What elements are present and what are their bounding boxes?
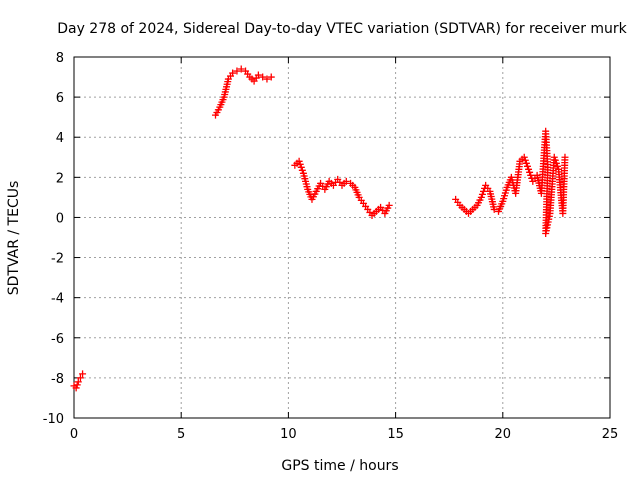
data-point-interp: [523, 162, 531, 170]
plot-frame: [73, 56, 611, 419]
y-tick-label: -6: [51, 332, 64, 347]
data-point-interp: [553, 162, 561, 170]
data-point: [254, 71, 262, 79]
y-tick-label: 0: [56, 211, 64, 226]
y-axis-label: SDTVAR / TECUs: [6, 181, 22, 296]
x-tick-label: 15: [387, 427, 404, 442]
data-points-layer: [70, 65, 569, 392]
data-point: [74, 378, 82, 386]
data-point-interp: [298, 166, 306, 174]
x-axis-label: GPS time / hours: [281, 458, 398, 474]
data-point-interp: [522, 159, 530, 167]
y-tick-label: 2: [56, 171, 64, 186]
data-point-interp: [297, 163, 305, 171]
data-point: [267, 73, 275, 81]
data-point: [237, 65, 245, 73]
data-point: [525, 165, 533, 173]
data-point: [385, 201, 393, 209]
grid-layer: [74, 57, 610, 418]
data-point: [259, 73, 267, 81]
data-point-interp: [296, 160, 304, 168]
data-point: [295, 157, 303, 165]
chart-title: Day 278 of 2024, Sidereal Day-to-day VTE…: [57, 21, 627, 37]
ticks-layer: 0 5 10 15 20 25 -10 -8 -6 -4 -2 0 2 4 6 8: [43, 51, 619, 442]
data-point: [76, 374, 84, 382]
data-point: [342, 177, 350, 185]
y-tick-label: 4: [56, 131, 64, 146]
x-tick-label: 25: [602, 427, 619, 442]
data-point: [561, 153, 569, 161]
data-point-interp: [480, 187, 488, 195]
data-point: [477, 193, 485, 201]
y-tick-label: 8: [56, 51, 64, 66]
x-tick-label: 20: [495, 427, 512, 442]
y-tick-label: -10: [43, 412, 64, 427]
y-tick-label: -2: [51, 252, 64, 267]
y-tick-label: -4: [51, 292, 64, 307]
data-point: [520, 153, 528, 161]
data-point-interp: [478, 190, 486, 198]
x-tick-label: 10: [280, 427, 297, 442]
data-point-interp: [521, 156, 529, 164]
y-tick-label: -8: [51, 372, 64, 387]
data-point-interp: [526, 168, 534, 176]
data-point: [79, 370, 87, 378]
data-point-interp: [73, 381, 81, 389]
data-point: [263, 75, 271, 83]
data-point: [233, 67, 241, 75]
data-point: [229, 69, 237, 77]
data-point: [550, 153, 558, 161]
data-point-interp: [527, 171, 535, 179]
y-tick-label: 6: [56, 91, 64, 106]
x-tick-label: 0: [70, 427, 78, 442]
data-point: [72, 384, 80, 392]
x-tick-label: 5: [177, 427, 185, 442]
data-point-interp: [552, 159, 560, 167]
data-point-interp: [551, 156, 559, 164]
